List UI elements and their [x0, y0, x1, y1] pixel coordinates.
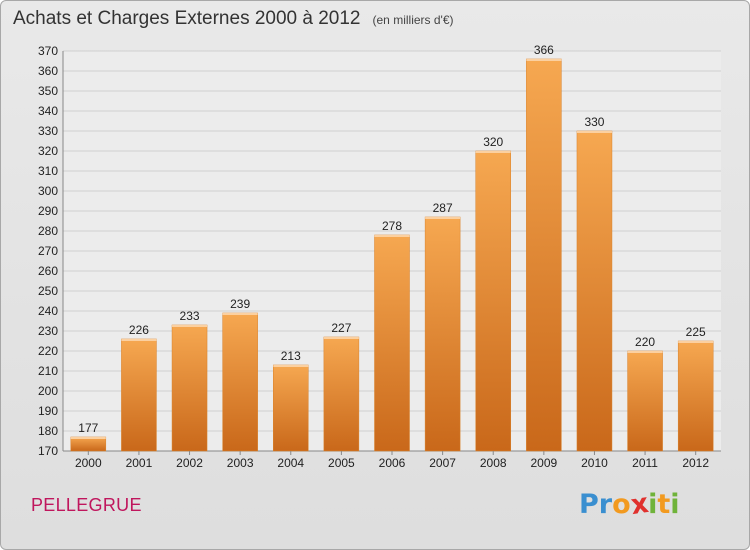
bar: [222, 312, 258, 452]
data-label: 320: [483, 135, 503, 149]
proxiti-logo: Proxiti: [579, 487, 680, 522]
y-tick-label: 310: [38, 164, 58, 178]
y-tick-label: 340: [38, 104, 58, 118]
bar-highlight: [323, 337, 359, 339]
y-tick-label: 230: [38, 324, 58, 338]
bar: [273, 364, 309, 452]
logo-letter: i: [648, 489, 658, 520]
bar-highlight: [425, 217, 461, 219]
bar-highlight: [576, 131, 612, 133]
y-tick-label: 270: [38, 244, 58, 258]
bar-highlight: [526, 59, 562, 61]
y-tick-label: 300: [38, 184, 58, 198]
bar-highlight: [475, 151, 511, 153]
logo-letter: i: [670, 489, 680, 520]
bar: [70, 436, 107, 452]
y-tick-label: 190: [38, 404, 58, 418]
logo-letter: x: [628, 487, 651, 522]
y-tick-label: 180: [38, 424, 58, 438]
x-tick-label: 2008: [480, 456, 507, 470]
x-tick-label: 2003: [227, 456, 254, 470]
city-name: PELLEGRUE: [31, 495, 142, 515]
x-tick-label: 2001: [126, 456, 153, 470]
x-tick-label: 2012: [682, 456, 709, 470]
bar-highlight: [273, 365, 309, 367]
bar: [374, 234, 410, 452]
data-label: 177: [78, 421, 98, 435]
chart-title-text: Achats et Charges Externes 2000 à 2012: [13, 8, 361, 29]
x-tick-label: 2009: [530, 456, 557, 470]
x-tick-label: 2000: [75, 456, 102, 470]
bar-highlight: [627, 351, 663, 353]
bar-highlight: [70, 437, 106, 439]
data-label: 366: [534, 43, 554, 57]
x-tick-label: 2005: [328, 456, 355, 470]
y-tick-label: 320: [38, 144, 58, 158]
y-tick-label: 240: [38, 304, 58, 318]
bar-highlight: [222, 313, 258, 315]
data-label: 213: [281, 349, 301, 363]
data-label: 287: [433, 201, 453, 215]
bar-highlight: [121, 339, 157, 341]
x-tick-label: 2004: [277, 456, 304, 470]
y-tick-label: 280: [38, 224, 58, 238]
data-label: 227: [331, 321, 351, 335]
bar: [171, 324, 208, 452]
y-tick-label: 220: [38, 344, 58, 358]
y-tick-label: 350: [38, 84, 58, 98]
bar: [475, 150, 511, 452]
data-label: 226: [129, 323, 149, 337]
data-label: 239: [230, 297, 250, 311]
y-tick-label: 200: [38, 384, 58, 398]
logo-letter: r: [598, 489, 613, 520]
x-tick-label: 2010: [581, 456, 608, 470]
logo-letter: t: [657, 489, 671, 520]
chart-title: Achats et Charges Externes 2000 à 2012 (e…: [13, 8, 454, 30]
y-tick-label: 250: [38, 284, 58, 298]
bar: [576, 130, 613, 452]
x-tick-label: 2006: [379, 456, 406, 470]
y-tick-label: 170: [38, 444, 58, 458]
bar: [323, 336, 360, 452]
bar-highlight: [678, 341, 714, 343]
x-tick-label: 2007: [429, 456, 456, 470]
data-label: 233: [180, 309, 200, 323]
data-label: 278: [382, 219, 402, 233]
x-tick-label: 2011: [632, 456, 658, 470]
bar: [121, 338, 157, 452]
bar: [424, 216, 461, 452]
unit-label: (en milliers d'€): [372, 13, 454, 27]
bar: [526, 58, 562, 452]
logo-letter: o: [612, 489, 631, 520]
data-label: 220: [635, 335, 655, 349]
bar: [677, 340, 714, 452]
y-tick-label: 260: [38, 264, 58, 278]
y-tick-label: 290: [38, 204, 58, 218]
data-label: 330: [584, 115, 604, 129]
y-tick-label: 210: [38, 364, 58, 378]
bar-highlight: [374, 235, 410, 237]
y-tick-label: 370: [38, 44, 58, 58]
bar: [627, 350, 663, 452]
y-tick-label: 330: [38, 124, 58, 138]
x-tick-label: 2002: [176, 456, 203, 470]
data-label: 225: [686, 325, 706, 339]
y-tick-label: 360: [38, 64, 58, 78]
bar-highlight: [172, 325, 208, 327]
logo-letter: P: [579, 489, 599, 520]
